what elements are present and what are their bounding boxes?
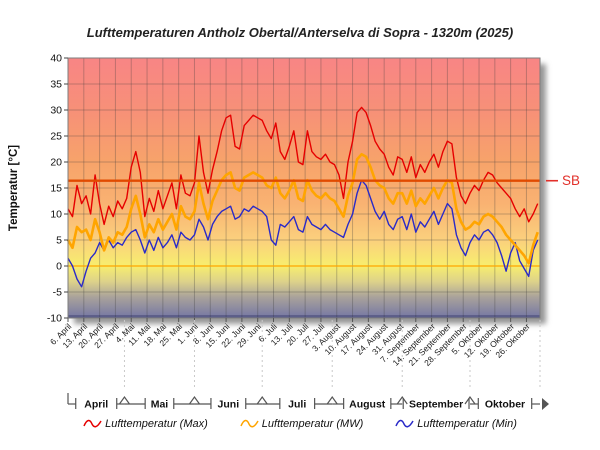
y-tick-label: 35 (50, 79, 62, 91)
legend-line-min-icon (395, 419, 414, 428)
y-tick-label: 40 (50, 53, 62, 65)
legend-item-mw[interactable]: Lufttemperatur (MW) (240, 417, 363, 430)
legend-item-max[interactable]: Lufttemperatur (Max) (83, 417, 208, 430)
month-label: Juli (288, 399, 306, 411)
y-tick-label: 5 (56, 235, 62, 247)
month-label: Mai (151, 399, 169, 411)
month-boundary-caret (188, 395, 200, 405)
series-line-min (67, 179, 539, 288)
month-label: Juni (218, 399, 240, 411)
month-boundary-caret (396, 395, 408, 405)
chart-legend: Lufttemperatur (Max) Lufttemperatur (MW)… (0, 417, 600, 430)
series-line-max (67, 106, 539, 226)
plot-bottom-bevel (68, 315, 540, 318)
month-label: Oktober (485, 399, 525, 411)
y-tick-label: 25 (50, 131, 62, 143)
chart-title: Lufttemperaturen Antholz Obertal/Anterse… (86, 25, 514, 40)
legend-label-min: Lufttemperatur (Min) (417, 417, 517, 430)
y-tick-label: 10 (50, 209, 62, 221)
legend-label-max: Lufttemperatur (Max) (105, 417, 208, 430)
y-tick-label: 15 (50, 183, 62, 195)
month-boundary-caret (118, 395, 130, 405)
month-label: September (409, 399, 463, 411)
legend-line-mw-icon (240, 419, 259, 428)
scroll-right-arrow-icon[interactable] (542, 398, 549, 410)
y-tick-label: 0 (56, 261, 62, 273)
y-tick-label: 20 (50, 157, 62, 169)
month-boundary-caret (464, 395, 476, 405)
legend-label-mw: Lufttemperatur (MW) (261, 417, 364, 430)
y-tick-label: 30 (50, 105, 62, 117)
month-boundary-caret (256, 395, 268, 405)
month-label: August (349, 399, 386, 411)
legend-item-min[interactable]: Lufttemperatur (Min) (395, 417, 517, 430)
month-boundary-caret (326, 395, 338, 405)
y-tick-label: -10 (47, 313, 62, 325)
plot-background (68, 58, 540, 318)
series-line-mw (66, 152, 539, 265)
month-label: April (84, 399, 108, 411)
y-tick-label: -5 (53, 287, 62, 299)
sb-reference-label: SB (562, 172, 581, 188)
legend-line-max-icon (83, 419, 102, 428)
